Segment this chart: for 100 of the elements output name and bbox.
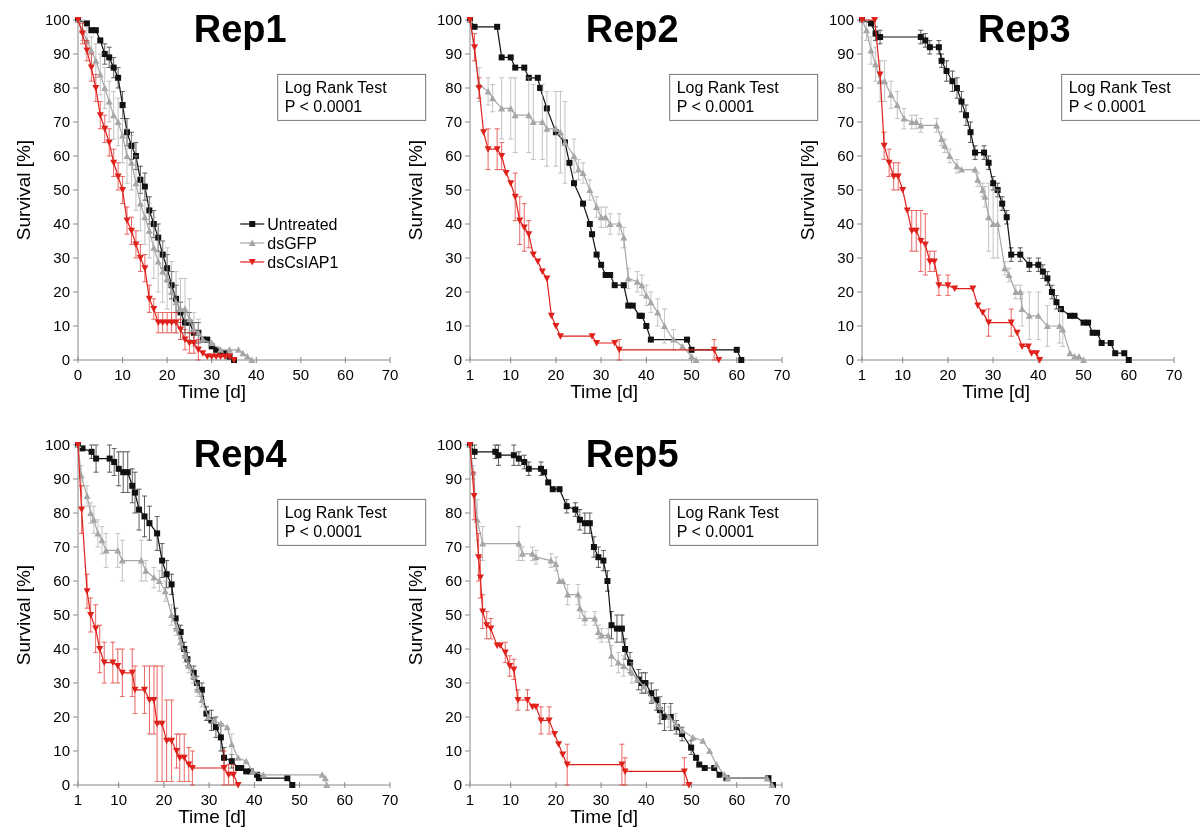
y-tick-label: 70 [445, 538, 462, 556]
x-tick-label: 50 [291, 791, 308, 808]
x-tick-label: 20 [547, 366, 565, 383]
x-tick-label: 30 [984, 366, 1002, 383]
x-tick-label: 1 [465, 366, 475, 383]
y-tick-label: 40 [53, 215, 70, 233]
y-tick-label: 70 [53, 113, 70, 131]
chart-title: Rep3 [977, 8, 1071, 50]
y-tick-label: 80 [445, 79, 462, 97]
x-tick-label: 20 [158, 366, 176, 383]
y-tick-label: 0 [453, 776, 462, 794]
chart-title: Rep1 [193, 8, 287, 50]
y-tick-label: 0 [453, 351, 462, 369]
x-tick-label: 30 [592, 791, 610, 808]
y-tick-label: 60 [53, 572, 70, 590]
x-tick-label: 70 [773, 791, 791, 808]
y-tick-label: 50 [53, 181, 70, 199]
y-tick-label: 100 [828, 11, 854, 29]
x-tick-label: 40 [1030, 366, 1047, 383]
y-tick-label: 0 [845, 351, 854, 369]
annotation: Log Rank Test P < 0.0001 [676, 504, 780, 541]
y-tick-label: 80 [445, 504, 462, 522]
x-tick-label: 1 [857, 366, 867, 383]
x-tick-label: 30 [592, 366, 610, 383]
y-tick-label: 50 [53, 606, 70, 624]
y-tick-label: 90 [445, 470, 462, 488]
y-tick-label: 10 [445, 317, 462, 335]
y-tick-label: 80 [53, 504, 70, 522]
y-tick-label: 100 [436, 11, 462, 29]
y-tick-label: 0 [61, 776, 70, 794]
x-tick-label: 50 [1075, 366, 1092, 383]
x-tick-label: 60 [1120, 366, 1138, 383]
y-axis-title: Survival [%] [13, 564, 34, 666]
x-tick-label: 30 [203, 366, 221, 383]
y-tick-label: 0 [61, 351, 70, 369]
x-tick-label: 10 [894, 366, 912, 383]
x-tick-label: 60 [728, 791, 746, 808]
legend-label: Untreated [267, 215, 338, 233]
x-axis-title: Time [d] [962, 381, 1031, 402]
y-tick-label: 10 [53, 317, 70, 335]
y-axis-title: Survival [%] [405, 139, 426, 241]
y-axis-title: Survival [%] [405, 564, 426, 666]
x-tick-label: 70 [381, 366, 399, 383]
y-tick-label: 40 [445, 215, 462, 233]
x-tick-label: 50 [683, 791, 700, 808]
x-tick-label: 10 [502, 791, 520, 808]
annotation: Log Rank Test P < 0.0001 [284, 79, 388, 116]
x-axis-title: Time [d] [570, 806, 639, 827]
x-tick-label: 10 [110, 791, 128, 808]
y-tick-label: 100 [44, 436, 70, 454]
y-tick-label: 30 [53, 249, 70, 267]
annotation: Log Rank Test P < 0.0001 [284, 504, 388, 541]
y-tick-label: 30 [445, 674, 462, 692]
x-tick-label: 70 [381, 791, 399, 808]
y-tick-label: 90 [53, 45, 70, 63]
y-tick-label: 50 [445, 181, 462, 199]
x-tick-label: 50 [292, 366, 310, 383]
x-axis-title: Time [d] [178, 381, 247, 402]
y-tick-label: 70 [53, 538, 70, 556]
y-tick-label: 50 [837, 181, 854, 199]
x-tick-label: 40 [246, 791, 263, 808]
y-tick-label: 10 [837, 317, 854, 335]
x-tick-label: 70 [773, 366, 791, 383]
y-tick-label: 30 [837, 249, 854, 267]
x-tick-label: 40 [247, 366, 265, 383]
y-tick-label: 40 [837, 215, 854, 233]
legend-label: dsGFP [267, 234, 318, 252]
annotation: Log Rank Test P < 0.0001 [1068, 79, 1172, 116]
y-tick-label: 70 [445, 113, 462, 131]
x-tick-label: 40 [638, 366, 655, 383]
y-tick-label: 90 [837, 45, 854, 63]
y-tick-label: 80 [53, 79, 70, 97]
x-axis-title: Time [d] [178, 806, 247, 827]
y-tick-label: 20 [837, 283, 854, 301]
chart-title: Rep5 [585, 433, 679, 475]
x-tick-label: 60 [336, 791, 354, 808]
y-tick-label: 10 [53, 742, 70, 760]
x-tick-label: 20 [939, 366, 957, 383]
x-axis-title: Time [d] [570, 381, 639, 402]
x-tick-label: 70 [1165, 366, 1183, 383]
y-axis-title: Survival [%] [13, 139, 34, 241]
y-tick-label: 60 [445, 572, 462, 590]
y-tick-label: 20 [445, 283, 462, 301]
y-tick-label: 10 [445, 742, 462, 760]
x-tick-label: 60 [337, 366, 354, 383]
chart-title: Rep2 [585, 8, 679, 50]
y-tick-label: 60 [837, 147, 854, 165]
y-tick-label: 40 [53, 640, 70, 658]
x-tick-label: 20 [547, 791, 565, 808]
y-tick-label: 100 [436, 436, 462, 454]
y-tick-label: 30 [53, 674, 70, 692]
y-tick-label: 20 [445, 708, 462, 726]
annotation: Log Rank Test P < 0.0001 [676, 79, 780, 116]
y-tick-label: 50 [445, 606, 462, 624]
y-tick-label: 60 [53, 147, 70, 165]
x-tick-label: 10 [114, 366, 131, 383]
y-tick-label: 20 [53, 708, 70, 726]
x-tick-label: 40 [638, 791, 655, 808]
x-tick-label: 0 [73, 366, 83, 383]
chart-title: Rep4 [193, 433, 287, 475]
